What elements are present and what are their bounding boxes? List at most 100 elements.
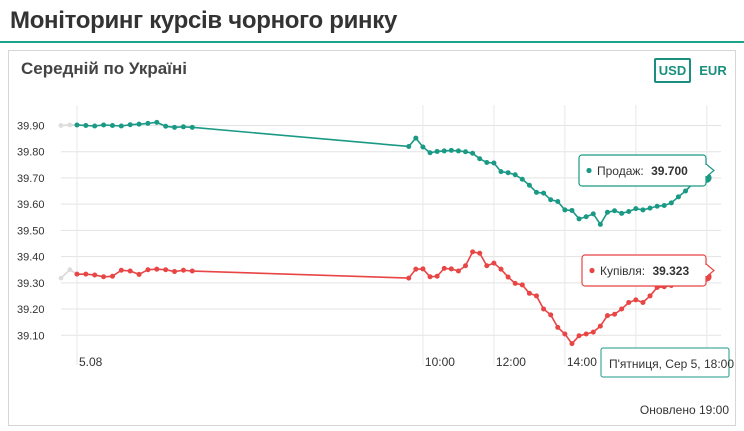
sell-data-point [576,216,582,222]
buy-data-point [633,297,639,303]
buy-data-point [583,331,589,337]
buy-ghost-point [58,275,64,281]
buy-data-point [505,274,511,280]
buy-data-point [463,263,469,269]
buy-data-point [83,271,89,277]
sell-data-point [675,194,681,200]
chart-grid [61,105,721,365]
sell-data-point [92,123,98,129]
sell-data-point [163,123,169,129]
buy-data-point [512,280,518,286]
svg-text:Купівля: 39.323: Купівля: 39.323 [600,264,689,278]
sell-data-point [583,214,589,220]
sell-tooltip-marker [586,167,592,174]
sell-data-point [590,211,596,217]
sell-data-point [661,202,667,208]
sell-data-point [420,144,426,150]
sell-data-point [154,119,160,125]
buy-data-point [434,273,440,279]
sell-data-point [180,124,186,130]
y-tick-label: 39.40 [17,252,45,264]
buy-data-point [74,271,80,277]
sell-data-point [448,147,454,153]
buy-data-point [136,271,142,277]
sell-data-point [548,197,554,203]
sell-data-point [633,206,639,212]
buy-data-point [576,333,582,339]
updated-timestamp: Оновлено 19:00 [639,403,729,417]
y-tick-label: 39.90 [17,120,45,132]
y-tick-label: 39.50 [17,225,45,237]
sell-data-point [519,176,525,182]
sell-data-point [569,207,575,213]
sell-data-point [555,199,561,205]
buy-data-point [406,275,412,281]
buy-data-point [597,323,603,329]
y-tick-label: 39.60 [17,199,45,211]
buy-data-point [498,266,504,272]
sell-data-point [654,203,660,209]
sell-data-point [505,170,511,176]
eur-button[interactable]: EUR [699,63,727,78]
sell-data-point [109,122,115,128]
x-tick-label: 12:00 [496,355,526,369]
buy-data-point [484,263,490,269]
buy-data-point [163,267,169,273]
sell-data-point [619,210,625,216]
sell-data-point [427,150,433,156]
buy-data-point [626,299,632,305]
buy-data-point [640,299,646,305]
y-tick-label: 39.30 [17,278,45,290]
buy-data-point [172,269,178,275]
chart-card: Середній по Україні USD EUR 39.10 39.20 39… [8,50,736,426]
buy-data-point [427,274,433,280]
sell-tooltip: Продаж: 39.700 [578,154,715,187]
sell-tooltip-label: Продаж: [597,164,644,178]
x-axis: 5.08 10:00 12:00 14:00 [79,355,597,369]
sell-data-point [647,205,653,211]
sell-data-point [612,208,618,214]
sell-data-point [74,122,80,128]
buy-data-point [526,290,532,296]
series-layer [58,119,712,347]
card-title: Середній по Україні [21,59,187,78]
sell-data-point [526,182,532,188]
buy-ghost-point [67,267,73,273]
y-axis: 39.10 39.20 39.30 39.40 39.50 39.60 39.70 39.80… [17,120,45,342]
buy-data-point [92,272,98,278]
buy-data-point [470,249,476,255]
buy-data-point [118,267,124,273]
sell-data-point [463,149,469,155]
sell-data-point [477,156,483,162]
buy-data-point [109,273,115,279]
buy-data-point [420,266,426,272]
buy-data-point [448,266,454,272]
y-tick-label: 39.20 [17,304,45,316]
sell-data-point [541,190,547,196]
buy-data-point [101,274,107,280]
buy-data-point [441,265,447,271]
buy-tooltip-value: 39.323 [652,264,689,278]
sell-data-point [562,207,568,213]
buy-data-point [533,293,539,299]
usd-button[interactable]: USD [654,58,691,83]
sell-data-point [512,172,518,178]
buy-tooltip-marker [589,267,595,274]
x-tick-label: 5.08 [79,355,103,369]
buy-data-point [555,324,561,330]
x-tick-label: 10:00 [425,355,455,369]
page-title: Моніторинг курсів чорного ринку [10,7,398,34]
buy-data-point [519,282,525,288]
sell-data-point [640,207,646,213]
sell-data-point [189,124,195,130]
buy-data-point [145,267,151,273]
buy-tooltip-label: Купівля: [600,264,645,278]
x-tick-label: 14:00 [567,355,597,369]
buy-data-point [154,266,160,272]
sell-data-point [533,189,539,195]
sell-data-point [172,124,178,130]
page-header: Моніторинг курсів чорного ринку [0,0,744,43]
buy-data-point [541,306,547,312]
buy-data-point [548,312,554,318]
date-tooltip: П'ятниця, Сер 5, 18:00 [600,347,734,378]
